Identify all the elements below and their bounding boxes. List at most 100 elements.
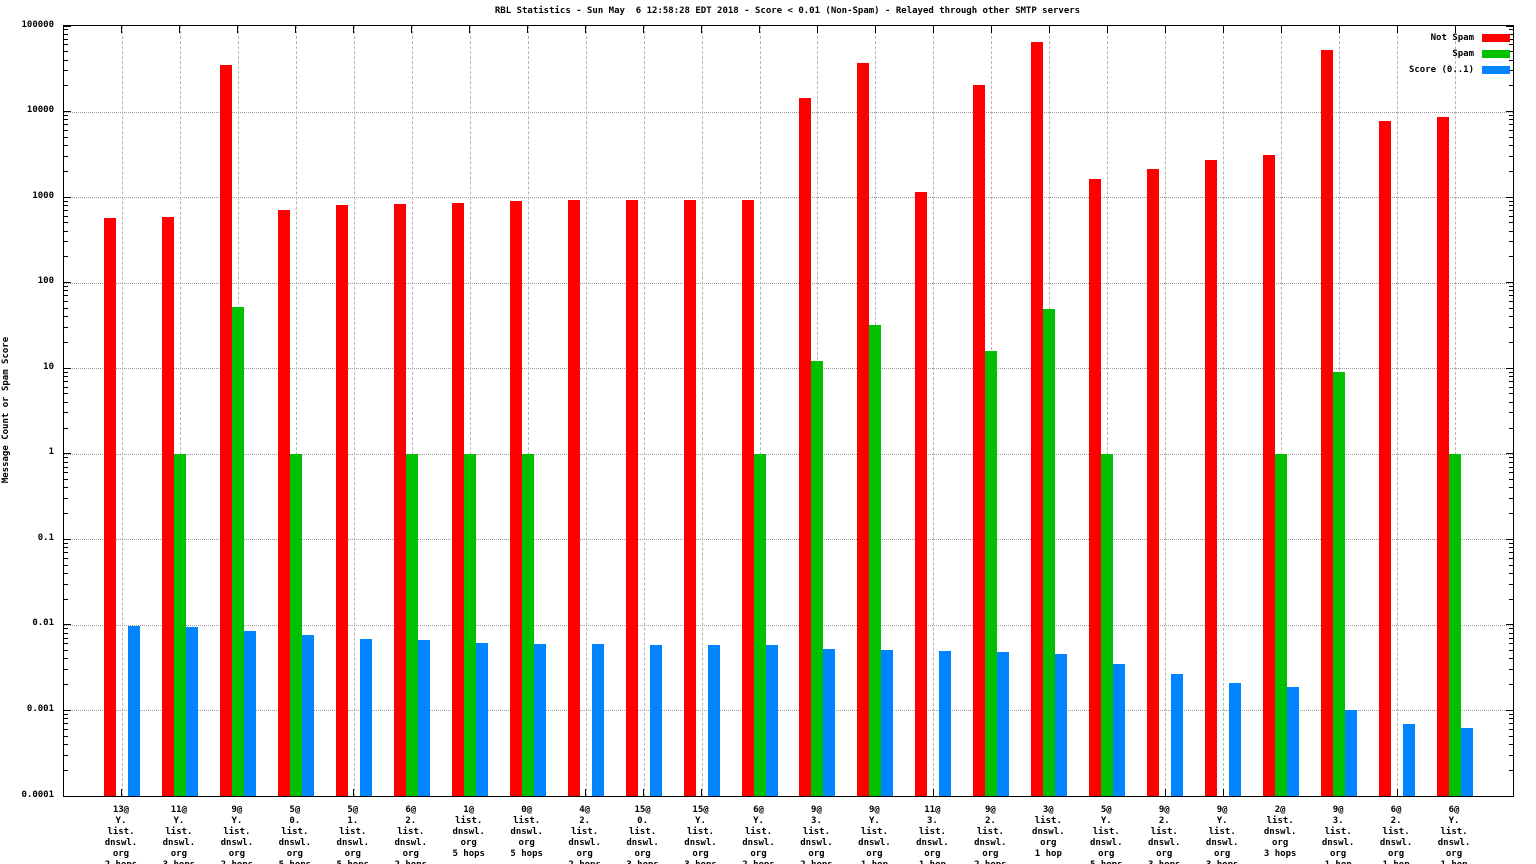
x-category-label-line: 15@ [692,805,709,815]
y-axis-minor-tick [1509,38,1513,40]
x-category-label-line: org [1445,849,1463,859]
y-axis-minor-tick [64,380,68,382]
bar-score [359,639,372,796]
bar-not-spam [335,204,348,796]
x-category-label-line: dnswl. [800,838,833,848]
bar-not-spam [915,191,928,796]
y-axis-minor-tick [64,209,68,211]
x-category-label-line: Y. [869,816,880,826]
vertical-gridline [701,26,703,796]
y-axis-minor-tick [64,658,68,660]
x-category-label-line: 3 hops [1263,849,1297,859]
bar-not-spam [451,203,464,796]
bar-not-spam [1379,120,1392,796]
y-axis-minor-tick [1509,718,1513,720]
y-axis-major-tick [64,538,71,540]
y-axis-minor-tick [1509,650,1513,652]
vertical-gridline [469,26,471,796]
y-axis-minor-tick [64,564,68,566]
x-axis-top-tick [816,26,818,33]
x-category-label-line: list. [397,827,425,837]
x-category-label-line: Y. [1100,816,1112,826]
x-category-label-line: 2 hops [208,860,266,864]
y-tick-label: 1 [48,447,54,458]
y-axis-minor-tick [1509,170,1513,172]
horizontal-gridline [64,282,1513,284]
x-axis-top-tick [469,26,471,33]
y-axis-minor-tick [64,513,68,515]
horizontal-gridline [64,453,1513,455]
x-category-label-line: org [1272,838,1289,848]
horizontal-gridline [64,539,1513,541]
x-category-label-line: 2 hops [787,860,845,864]
vertical-gridline [1397,26,1399,796]
bar-score [127,626,140,796]
legend-label-not-spam: Not Spam [1430,33,1474,43]
x-category-label-line: list. [107,827,135,837]
bar-score [1403,723,1416,796]
y-axis-major-tick [1506,196,1513,198]
x-category-label-line: Y. [173,816,185,826]
bar-spam [1333,372,1346,796]
y-axis-minor-tick [1509,29,1513,31]
x-category-label-line: dnswl. [1147,838,1181,848]
y-axis-minor-tick [1509,209,1513,211]
x-axis-top-tick [1164,26,1166,33]
x-category-label-line: 9@ [811,805,822,815]
y-axis-minor-tick [64,457,68,459]
y-axis-minor-tick [64,38,68,40]
y-axis-minor-tick [1509,472,1513,474]
x-axis-top-tick [1280,26,1282,33]
y-axis-minor-tick [64,718,68,720]
y-axis-minor-tick [64,427,68,429]
y-axis-major-tick [1506,111,1513,113]
x-category-label-line: dnswl. [394,838,427,848]
y-axis-minor-tick [64,386,68,388]
bar-not-spam [567,200,580,796]
y-axis-minor-tick [64,479,68,481]
x-category-label-line: 1@ [463,805,475,815]
y-tick-label: 100000 [21,19,54,30]
y-axis-minor-tick [1509,215,1513,217]
bar-spam [405,453,418,796]
x-category-label-line: list. [802,827,831,837]
y-axis-minor-tick [64,124,68,126]
x-category-label-line: org [924,849,941,859]
bar-spam [1275,453,1288,796]
legend-label-spam: Spam [1452,49,1474,59]
y-axis-minor-tick [1509,316,1513,318]
x-category-label-line: 1 hop [1309,860,1367,864]
x-category-label-line: dnswl. [1379,838,1413,848]
y-axis-label: Message Count or Spam Score [1,336,11,484]
x-category-label-line: 5@ [1100,805,1112,815]
x-category-label-line: 3 hops [1135,860,1193,864]
vertical-gridline [1107,26,1109,796]
y-axis-minor-tick [64,286,68,288]
y-axis-minor-tick [1509,307,1513,309]
x-category-label: 3@ list. dnswl. org 1 hop [1019,805,1077,860]
bar-score [1461,727,1474,796]
x-category-label-line: 9@ [1332,805,1344,815]
y-axis-minor-tick [64,301,68,303]
bar-score [823,649,836,796]
x-axis-top-tick [1106,26,1108,33]
x-axis-top-tick [1454,26,1456,33]
y-axis-minor-tick [64,241,68,243]
x-category-label-line: Y. [695,816,706,826]
y-axis-minor-tick [64,59,68,61]
y-axis-minor-tick [64,650,68,652]
y-axis-minor-tick [1509,119,1513,121]
bar-score [1055,653,1068,796]
y-axis-minor-tick [64,572,68,574]
x-axis-bottom-tick [1222,789,1224,796]
x-category-label-line: 5@ [289,805,301,815]
y-axis-minor-tick [1509,479,1513,481]
legend: Not Spam Spam Score (0..1) [1409,30,1510,78]
vertical-gridline [353,26,355,796]
bar-score [1287,686,1300,796]
y-axis-minor-tick [64,51,68,53]
y-axis-minor-tick [64,70,68,72]
